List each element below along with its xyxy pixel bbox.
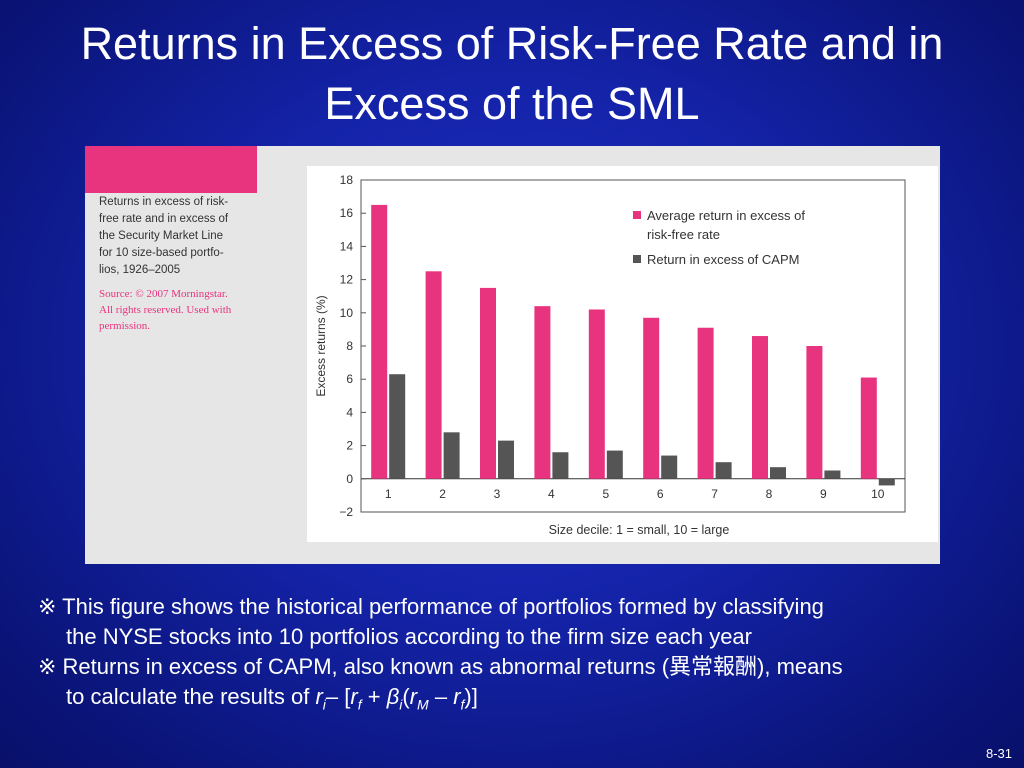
formula-r: r bbox=[409, 684, 418, 709]
source-line: All rights reserved. Used with bbox=[99, 304, 232, 316]
note-2-text-a: ※ Returns in excess of CAPM, also known … bbox=[38, 654, 670, 679]
x-tick-label: 3 bbox=[494, 487, 501, 501]
bar-excess-capm bbox=[498, 440, 514, 479]
bar-excess-capm bbox=[389, 374, 406, 479]
x-tick-label: 10 bbox=[871, 487, 885, 501]
figure-panel: Returns in excess of risk- free rate and… bbox=[85, 146, 940, 564]
formula-r: r bbox=[350, 684, 358, 709]
bar-excess-capm bbox=[770, 467, 786, 479]
bar-excess-riskfree bbox=[697, 327, 714, 479]
caption-line: for 10 size-based portfo- bbox=[99, 247, 224, 259]
y-tick-label: 4 bbox=[346, 405, 353, 419]
formula-sub-f: f bbox=[460, 696, 465, 713]
bar-excess-riskfree bbox=[752, 336, 768, 479]
formula-sub-i: i bbox=[322, 696, 326, 713]
note-2-line2: to calculate the results of ri– [rf + βi… bbox=[38, 682, 998, 719]
formula-plus: + bbox=[361, 684, 387, 709]
x-tick-label: 5 bbox=[602, 487, 609, 501]
note-1-line2: the NYSE stocks into 10 portfolios accor… bbox=[66, 624, 752, 649]
figure-caption: Returns in excess of risk- free rate and… bbox=[99, 194, 259, 279]
bar-excess-capm bbox=[661, 455, 678, 479]
y-tick-label: −2 bbox=[339, 505, 353, 519]
caption-line: Returns in excess of risk- bbox=[99, 196, 229, 208]
formula-r: r bbox=[453, 684, 461, 709]
legend-swatch bbox=[633, 255, 641, 263]
bar-excess-capm bbox=[552, 452, 569, 479]
source-line: permission. bbox=[99, 320, 151, 332]
y-tick-label: 14 bbox=[340, 239, 354, 253]
bar-excess-capm bbox=[606, 450, 623, 479]
formula-beta: β bbox=[386, 684, 400, 709]
bar-excess-capm bbox=[443, 432, 460, 479]
formula-minus: – bbox=[428, 684, 454, 709]
caption-line: free rate and in excess of bbox=[99, 213, 229, 225]
bar-excess-riskfree bbox=[806, 346, 823, 479]
bar-excess-riskfree bbox=[643, 317, 660, 479]
bar-excess-riskfree bbox=[534, 306, 551, 479]
x-tick-label: 9 bbox=[820, 487, 827, 501]
legend-label: risk-free rate bbox=[647, 227, 720, 242]
bar-excess-riskfree bbox=[480, 287, 496, 479]
bar-excess-capm bbox=[715, 462, 732, 479]
note-1-line1: ※ This figure shows the historical perfo… bbox=[38, 594, 824, 619]
legend-label: Average return in excess of bbox=[647, 208, 805, 223]
x-tick-label: 1 bbox=[385, 487, 392, 501]
y-tick-label: 18 bbox=[340, 173, 354, 187]
page-number: 8-31 bbox=[985, 746, 1012, 761]
figure-accent-bar bbox=[85, 146, 257, 193]
legend-label: Return in excess of CAPM bbox=[647, 252, 799, 267]
bar-excess-capm bbox=[824, 470, 841, 479]
note-2-formula-intro: to calculate the results of bbox=[66, 684, 316, 709]
bar-excess-riskfree bbox=[425, 271, 442, 479]
legend-swatch bbox=[633, 211, 641, 219]
bar-excess-riskfree bbox=[371, 204, 388, 479]
x-axis-label: Size decile: 1 = small, 10 = large bbox=[549, 523, 730, 537]
formula-minus: – [ bbox=[325, 684, 351, 709]
plot-frame bbox=[360, 179, 906, 513]
figure-source: Source: © 2007 Morningstar. All rights r… bbox=[99, 286, 269, 334]
y-tick-label: 2 bbox=[346, 439, 353, 453]
bar-excess-riskfree bbox=[588, 309, 605, 479]
slide-title-line2: Excess of the SML bbox=[324, 78, 700, 129]
formula-close: )] bbox=[464, 684, 478, 709]
note-1: ※ This figure shows the historical perfo… bbox=[38, 592, 998, 652]
note-2-kanji: 異常報酬 bbox=[669, 654, 758, 679]
y-axis-label: Excess returns (%) bbox=[314, 295, 328, 396]
y-tick-label: 8 bbox=[346, 339, 353, 353]
slide-title-line1: Returns in Excess of Risk-Free Rate and … bbox=[80, 18, 944, 69]
chart-box: 18 16 14 12 10 8 6 4 2 0 −2 1 2 3 4 5 6 7 8 9 10 Excess retur… bbox=[307, 166, 938, 542]
note-2: ※ Returns in excess of CAPM, also known … bbox=[38, 652, 998, 719]
x-tick-label: 2 bbox=[439, 487, 446, 501]
bar-excess-capm bbox=[878, 478, 895, 486]
y-tick-label: 6 bbox=[346, 372, 353, 386]
formula-sub-i: i bbox=[399, 696, 403, 713]
y-tick-label: 10 bbox=[340, 306, 354, 320]
x-tick-label: 8 bbox=[766, 487, 773, 501]
formula-sub-m: M bbox=[417, 696, 429, 713]
x-tick-label: 7 bbox=[711, 487, 718, 501]
formula-sub-f: f bbox=[357, 696, 362, 713]
caption-line: the Security Market Line bbox=[99, 230, 224, 242]
notes: ※ This figure shows the historical perfo… bbox=[38, 592, 998, 719]
x-tick-label: 6 bbox=[657, 487, 664, 501]
formula-paren: ( bbox=[402, 684, 410, 709]
formula-r: r bbox=[315, 684, 323, 709]
caption-line: lios, 1926–2005 bbox=[99, 264, 181, 276]
source-line: Source: © 2007 Morningstar. bbox=[99, 288, 228, 300]
note-2-text-b: ), means bbox=[757, 654, 843, 679]
note-2-line1: ※ Returns in excess of CAPM, also known … bbox=[38, 652, 998, 682]
bar-excess-riskfree bbox=[860, 377, 877, 479]
slide-title: Returns in Excess of Risk-Free Rate and … bbox=[0, 14, 1024, 134]
y-tick-label: 12 bbox=[340, 273, 354, 287]
y-tick-label: 16 bbox=[340, 206, 354, 220]
x-tick-label: 4 bbox=[548, 487, 555, 501]
y-tick-label: 0 bbox=[346, 472, 353, 486]
